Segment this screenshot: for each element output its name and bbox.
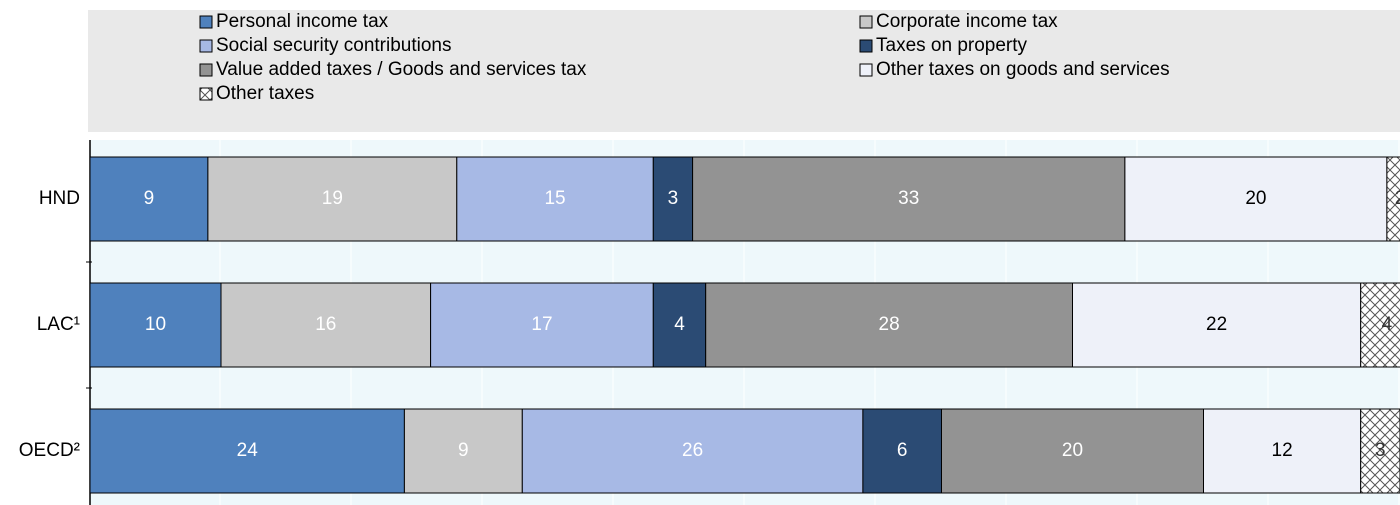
bar-segment xyxy=(941,408,1204,494)
bar-segment xyxy=(1360,282,1400,368)
data-label: 15 xyxy=(544,188,565,209)
y-tick-label: HND xyxy=(39,188,80,209)
data-label: 16 xyxy=(315,314,336,335)
data-label: 24 xyxy=(237,440,259,461)
bar-segment xyxy=(89,408,405,494)
bar-segment xyxy=(521,408,864,494)
legend-label: Corporate income tax xyxy=(876,11,1058,32)
data-label: 33 xyxy=(898,188,919,209)
legend-swatch xyxy=(199,63,213,77)
bar-segment xyxy=(1360,408,1400,494)
bar-segment xyxy=(652,282,707,368)
bar-segment xyxy=(1386,156,1400,242)
legend-swatch xyxy=(199,15,213,29)
legend-label: Personal income tax xyxy=(216,11,389,32)
legend-swatch xyxy=(199,87,213,101)
data-label: 28 xyxy=(879,314,900,335)
legend-label: Taxes on property xyxy=(876,35,1028,56)
legend-label: Social security contributions xyxy=(216,35,452,56)
data-label: 6 xyxy=(897,440,908,461)
y-tick-label: OECD² xyxy=(19,440,80,461)
bar-segment xyxy=(207,156,458,242)
data-label: 9 xyxy=(144,188,155,209)
data-label: 4 xyxy=(674,314,685,335)
bar-segment xyxy=(1124,156,1388,242)
data-label: 10 xyxy=(145,314,166,335)
legend-swatch xyxy=(859,39,873,53)
legend-swatch xyxy=(859,63,873,77)
legend-swatch xyxy=(199,39,213,53)
data-label: 4 xyxy=(1382,314,1393,335)
bar-segment xyxy=(456,156,654,242)
data-label: 3 xyxy=(668,188,679,209)
bar-segment xyxy=(220,282,432,368)
data-label: 19 xyxy=(322,188,343,209)
data-label: 20 xyxy=(1245,188,1266,209)
bar-segment xyxy=(89,156,209,242)
legend-swatch xyxy=(859,15,873,29)
data-label: 17 xyxy=(531,314,552,335)
bar-segment xyxy=(862,408,943,494)
legend-label: Other taxes xyxy=(216,83,314,104)
bar-segment xyxy=(705,282,1073,368)
y-tick-label: LAC¹ xyxy=(37,314,80,335)
data-label: 2 xyxy=(1395,188,1400,209)
data-label: 26 xyxy=(682,440,703,461)
bar-segment xyxy=(403,408,523,494)
legend-label: Value added taxes / Goods and services t… xyxy=(216,59,587,80)
data-label: 9 xyxy=(458,440,469,461)
legend-background xyxy=(88,10,1400,132)
legend-label: Other taxes on goods and services xyxy=(876,59,1170,80)
data-label: 12 xyxy=(1272,440,1293,461)
bar-segment xyxy=(1203,408,1362,494)
bar-segment xyxy=(89,282,222,368)
data-label: 3 xyxy=(1375,440,1386,461)
data-label: 22 xyxy=(1206,314,1227,335)
data-label: 20 xyxy=(1062,440,1083,461)
bar-segment xyxy=(1072,282,1362,368)
bar-segment xyxy=(430,282,654,368)
